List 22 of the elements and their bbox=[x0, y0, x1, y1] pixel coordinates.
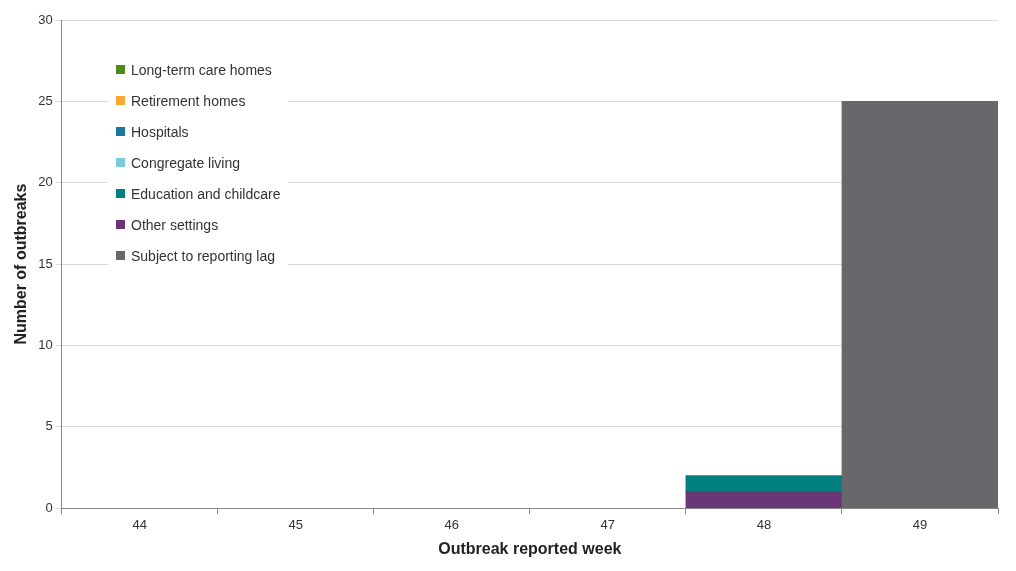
legend-label: Hospitals bbox=[131, 123, 189, 140]
legend-label: Long-term care homes bbox=[131, 61, 272, 78]
y-tick-label: 25 bbox=[38, 92, 53, 108]
x-axis-title: Outbreak reported week bbox=[438, 539, 622, 557]
x-tick-label: 44 bbox=[132, 516, 147, 532]
legend-label: Education and childcare bbox=[131, 185, 281, 202]
y-tick-label: 30 bbox=[38, 11, 53, 27]
y-axis-title: Number of outbreaks bbox=[12, 183, 30, 345]
y-tick-label: 0 bbox=[45, 499, 53, 515]
y-tick-label: 10 bbox=[38, 337, 53, 353]
x-tick-label: 49 bbox=[912, 516, 928, 532]
x-tick-label: 47 bbox=[600, 516, 616, 532]
x-tick-label: 45 bbox=[288, 516, 303, 532]
legend-label: Retirement homes bbox=[131, 92, 246, 109]
legend-label: Subject to reporting lag bbox=[131, 247, 275, 264]
y-tick-label: 5 bbox=[45, 418, 53, 434]
x-tick-label: 48 bbox=[756, 516, 772, 532]
legend-label: Congregate living bbox=[131, 154, 240, 171]
legend-label: Other settings bbox=[131, 216, 219, 233]
y-tick-label: 20 bbox=[38, 174, 53, 190]
y-tick-label: 15 bbox=[38, 255, 53, 271]
x-tick-label: 46 bbox=[444, 516, 460, 532]
